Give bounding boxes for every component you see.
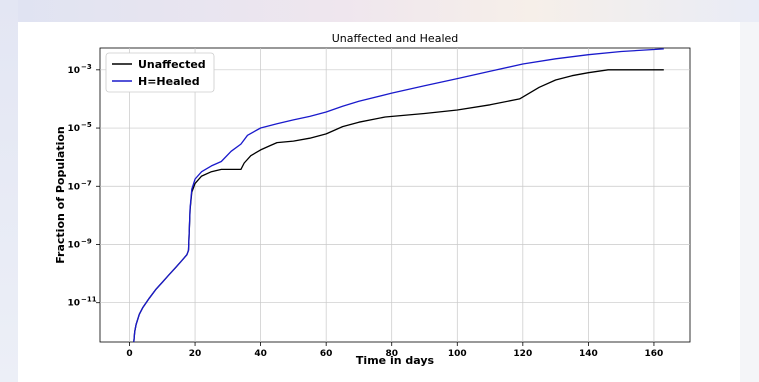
- y-tick-exponent: −7: [81, 179, 92, 187]
- y-tick-base: 10: [67, 124, 80, 134]
- y-tick-label: 10: [67, 66, 80, 76]
- x-tick-label: 0: [126, 349, 132, 359]
- background-edge: [0, 0, 18, 382]
- y-tick-label: 10: [67, 299, 80, 309]
- y-axis-label: Fraction of Population: [54, 126, 67, 264]
- y-tick-base: 10: [67, 182, 80, 192]
- legend-box: [105, 52, 215, 93]
- x-tick-label: 120: [513, 349, 532, 359]
- x-ticks: 0 20 40 60 80 100 120 140 160: [126, 342, 663, 359]
- legend-label-unaffected: Unaffected: [138, 58, 206, 71]
- plot-area: [99, 47, 691, 343]
- x-tick-label: 160: [645, 349, 664, 359]
- legend: Unaffected H=Healed: [105, 52, 215, 93]
- y-tick-base: 10: [67, 299, 80, 309]
- y-tick-exponent: −11: [81, 296, 97, 304]
- x-tick-label: 80: [385, 349, 398, 359]
- legend-label-healed: H=Healed: [138, 75, 200, 88]
- y-tick-label: 10: [67, 240, 80, 250]
- x-tick-label: 40: [254, 349, 267, 359]
- y-tick-exponent: −5: [81, 121, 92, 129]
- y-tick-base: 10: [67, 240, 80, 250]
- y-tick-label: 10: [67, 182, 80, 192]
- chart-figure: 0 20 40 60 80 100 120 140 160 10 −11 10 −9 10 −7 10 −5 1…: [18, 22, 740, 382]
- series-line-healed: [133, 48, 664, 343]
- y-tick-base: 10: [67, 66, 80, 76]
- chart-title: Unaffected and Healed: [332, 32, 459, 45]
- background-banner: [0, 0, 759, 22]
- x-grid: [129, 48, 655, 342]
- y-tick-exponent: −3: [81, 63, 92, 71]
- y-tick-exponent: −9: [81, 237, 92, 245]
- x-tick-label: 100: [448, 349, 467, 359]
- y-tick-label: 10: [67, 124, 80, 134]
- x-axis-label: Time in days: [356, 354, 435, 367]
- series-layer: [133, 48, 664, 343]
- x-tick-label: 140: [579, 349, 598, 359]
- x-tick-label: 20: [189, 349, 202, 359]
- x-tick-label: 60: [320, 349, 333, 359]
